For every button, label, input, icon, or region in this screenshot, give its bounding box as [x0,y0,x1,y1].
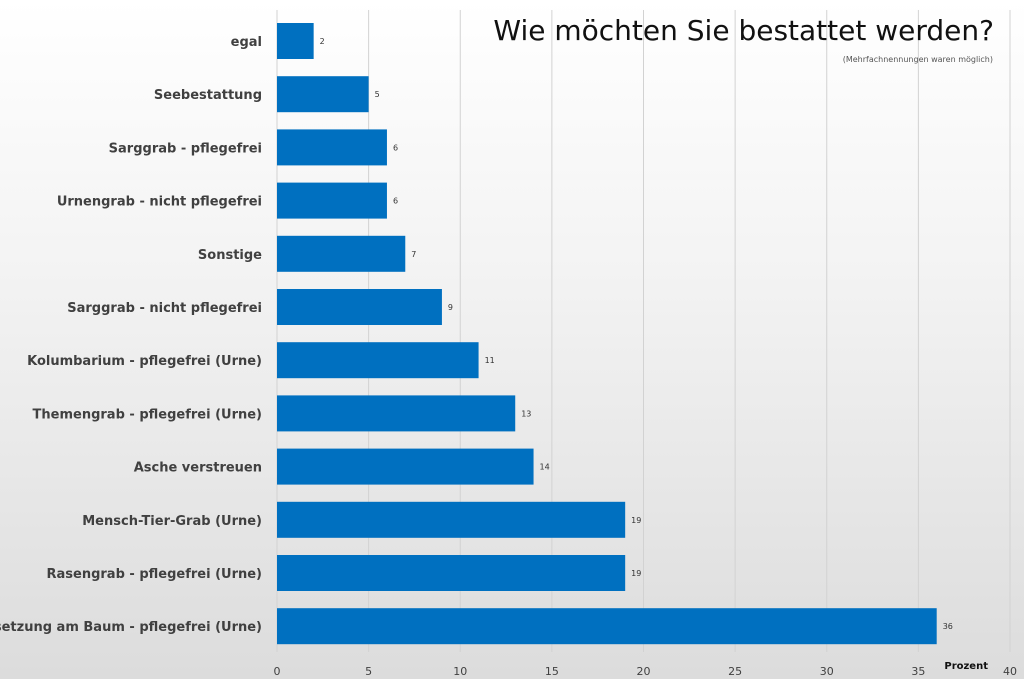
bar-10 [277,555,626,591]
value-label-5: 9 [448,303,453,312]
bar-0 [277,23,314,59]
category-label-9: Mensch-Tier-Grab (Urne) [82,514,262,529]
x-tick-label-0: 0 [274,665,281,678]
value-label-8: 14 [540,463,550,472]
chart-subtitle: (Mehrfachnennungen waren möglich) [842,55,993,64]
category-label-2: Sarggrab - pflegefrei [109,141,262,156]
bar-7 [277,395,516,432]
category-label-8: Asche verstreuen [134,461,262,476]
category-label-11: Beisetzung am Baum - pflegefrei (Urne) [0,620,262,635]
x-tick-label-8: 40 [1003,665,1017,678]
x-tick-label-4: 20 [637,665,651,678]
x-axis-label: Prozent [944,661,988,672]
category-label-1: Seebestattung [154,88,262,103]
category-label-0: egal [231,35,262,50]
value-label-10: 19 [631,569,641,578]
category-label-4: Sonstige [198,248,262,263]
category-label-6: Kolumbarium - pflegefrei (Urne) [27,354,262,369]
bar-4 [277,235,406,272]
value-label-9: 19 [631,516,641,525]
bar-1 [277,76,369,113]
category-label-3: Urnengrab - nicht pflegefrei [57,195,262,210]
x-tick-label-7: 35 [911,665,925,678]
value-label-11: 36 [943,622,953,631]
bar-6 [277,342,479,379]
bar-2 [277,129,387,166]
value-label-4: 7 [411,250,416,259]
x-tick-label-6: 30 [820,665,834,678]
category-label-10: Rasengrab - pflegefrei (Urne) [46,567,262,582]
bar-9 [277,501,626,538]
category-label-5: Sarggrab - nicht pflegefrei [67,301,262,316]
category-label-7: Themengrab - pflegefrei (Urne) [33,407,262,422]
value-label-7: 13 [521,409,531,418]
bars [277,23,937,645]
value-label-1: 5 [375,90,380,99]
chart-title: Wie möchten Sie bestattet werden? [493,14,994,47]
value-label-6: 11 [485,356,495,365]
x-tick-label-2: 10 [453,665,467,678]
category-labels: egal Seebestattung Sarggrab - pflegefrei Ur… [0,35,262,635]
x-tick-label-1: 5 [365,665,372,678]
gridlines [276,10,1011,652]
bar-8 [277,448,534,485]
value-label-2: 6 [393,143,398,152]
x-tick-label-5: 25 [728,665,742,678]
bar-3 [277,182,387,219]
bar-5 [277,289,442,325]
x-tick-label-3: 15 [545,665,559,678]
value-label-0: 2 [320,37,325,46]
value-label-3: 6 [393,197,398,206]
bar-11 [277,608,937,645]
x-axis-ticks: 0 5 10 15 20 25 30 35 40 [274,665,1018,678]
value-labels: 2 5 6 6 7 9 11 13 14 19 19 36 [320,37,953,631]
